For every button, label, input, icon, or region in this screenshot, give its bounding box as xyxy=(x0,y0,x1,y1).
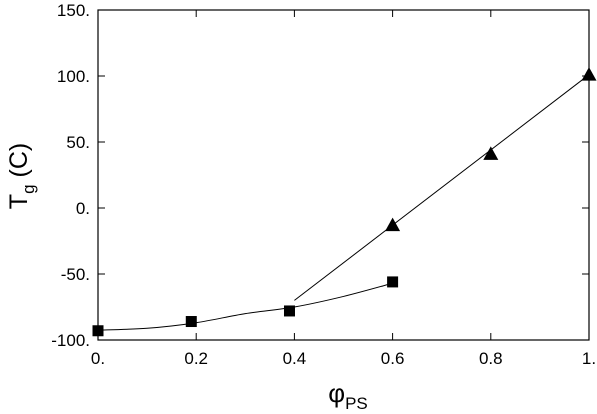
plot-border xyxy=(97,9,590,341)
square-marker xyxy=(92,325,104,337)
x-tick-label: 0.4 xyxy=(283,349,307,368)
x-tick-label: 0.8 xyxy=(479,349,503,368)
fit-curves xyxy=(97,74,590,331)
triangle-marker xyxy=(483,146,499,160)
y-axis-title-suffix: (C) xyxy=(5,143,33,185)
fit-curve-1 xyxy=(97,282,393,331)
y-tick-label: 50. xyxy=(66,133,90,152)
fit-curve-2 xyxy=(294,74,590,301)
x-tick-label: 0.6 xyxy=(381,349,405,368)
plot-frame xyxy=(97,9,590,341)
y-axis-title: Tg (C) xyxy=(5,143,38,209)
y-tick-label: -50. xyxy=(61,265,90,284)
x-axis-ticks: 0. 0.2 0.4 0.6 0.8 1. xyxy=(91,10,596,368)
y-axis-title-sub: g xyxy=(19,184,38,193)
triangle-marker xyxy=(581,67,597,81)
x-tick-label: 0. xyxy=(91,349,105,368)
x-axis-title-main: φ xyxy=(328,378,345,408)
triangle-marker xyxy=(385,217,401,232)
square-marker xyxy=(387,276,399,288)
x-axis-title-sub: PS xyxy=(345,394,368,413)
x-tick-label: 1. xyxy=(582,349,596,368)
y-tick-label: -100. xyxy=(51,331,90,350)
y-axis-ticks: -100. -50. 0. 50. 100. 150. xyxy=(51,1,589,350)
x-tick-label: 0.2 xyxy=(184,349,208,368)
square-marker xyxy=(283,305,295,317)
data-markers xyxy=(92,67,597,337)
x-axis-title: φPS xyxy=(328,378,368,413)
y-axis-title-main: T xyxy=(5,194,33,209)
y-tick-label: 0. xyxy=(76,199,90,218)
square-marker xyxy=(185,316,197,328)
y-tick-label: 100. xyxy=(57,67,90,86)
y-tick-label: 150. xyxy=(57,1,90,20)
